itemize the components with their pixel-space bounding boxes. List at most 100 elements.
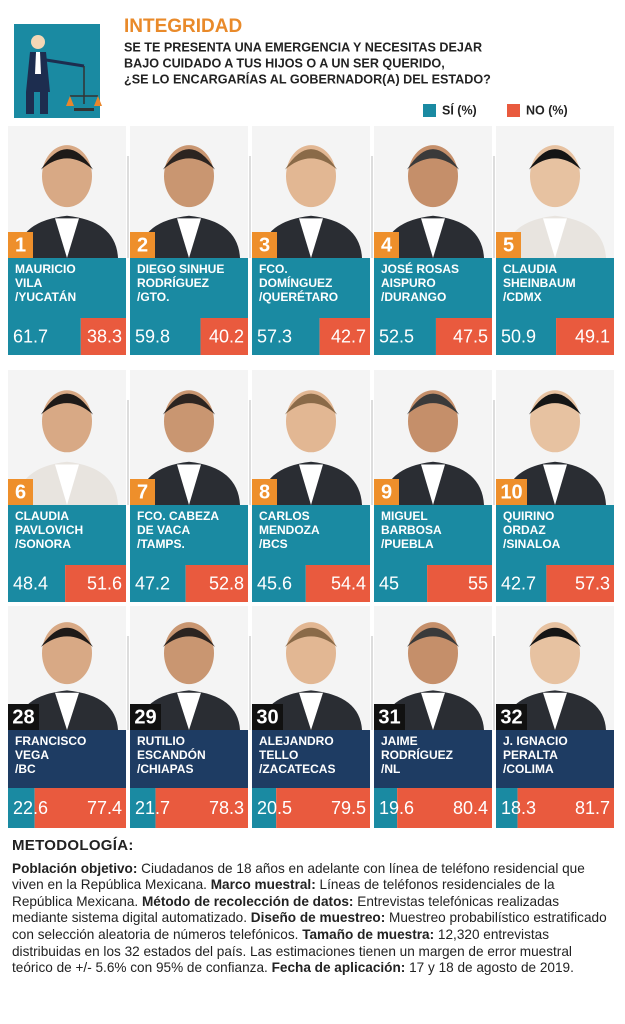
chart: INTEGRIDAD SE TE PRESENTA UNA EMERGENCIA… — [8, 16, 614, 828]
bar-yes — [496, 318, 557, 355]
rank: 29 — [134, 706, 156, 728]
subtitle-line: ¿SE LO ENCARGARÍAS AL GOBERNADOR(A) DEL … — [124, 71, 491, 86]
photo-head — [408, 390, 458, 453]
rank-box — [252, 479, 277, 505]
value-label-yes: 47.2 — [135, 573, 170, 593]
bar-no — [80, 318, 126, 355]
name-band — [8, 505, 126, 565]
candidate-name: PAVLOVICH — [15, 523, 83, 537]
candidate-state: /SONORA — [15, 537, 71, 551]
value-label-yes: 57.3 — [257, 326, 292, 346]
candidate-state: /CDMX — [503, 290, 542, 304]
methodology-sentence: 12,320 entrevistas distribuidas en los 3… — [12, 926, 572, 976]
value-label-yes: 18.3 — [501, 798, 536, 818]
candidate-name: SHEINBAUM — [503, 276, 576, 290]
photo-hair — [529, 627, 581, 647]
bar-no — [427, 565, 492, 602]
candidate-photo — [8, 126, 126, 258]
bar-no — [397, 788, 492, 828]
bar-yes — [8, 318, 81, 355]
methodology-heading: METODOLOGÍA: — [12, 837, 134, 854]
value-label-yes: 45.6 — [257, 573, 292, 593]
name-band — [496, 730, 614, 788]
value-label-yes: 21.7 — [135, 798, 170, 818]
candidate-name: J. IGNACIO — [503, 734, 568, 748]
legend-label: SÍ (%) — [442, 102, 477, 117]
candidate-state: /ZACATECAS — [259, 762, 335, 776]
value-label-no: 78.3 — [209, 798, 244, 818]
photo-shirt — [421, 464, 445, 505]
rank: 8 — [259, 481, 270, 503]
rank: 5 — [503, 234, 514, 256]
bar-no — [556, 318, 614, 355]
bar-yes — [130, 565, 186, 602]
candidate-name: ALEJANDRO — [259, 734, 334, 748]
photo-shirt — [543, 464, 567, 505]
name-band — [374, 730, 492, 788]
methodology-sentence: Entrevistas telefónicas realizadas media… — [12, 893, 559, 926]
photo-hair — [529, 393, 581, 415]
candidate-state: /SINALOA — [503, 537, 561, 551]
rank-box — [8, 704, 39, 730]
photo-shirt — [177, 692, 201, 730]
candidate-state: /NL — [381, 762, 400, 776]
rank: 9 — [381, 481, 392, 503]
value-label-no: 55 — [468, 573, 488, 593]
subtitle-line: BAJO CUIDADO A TUS HIJOS O A UN SER QUER… — [124, 56, 445, 70]
candidate-name: QUIRINO — [503, 509, 554, 523]
candidate-state: /CHIAPAS — [137, 762, 193, 776]
candidate-name: FCO. CABEZA — [137, 509, 219, 523]
rank: 6 — [15, 481, 26, 503]
photo-head — [530, 390, 580, 453]
candidate-name: ORDAZ — [503, 523, 546, 537]
methodology-label: Marco muestral: — [210, 877, 316, 893]
bar-yes — [374, 788, 398, 828]
photo-hair — [41, 149, 93, 170]
rank: 1 — [15, 234, 26, 256]
rank-box — [8, 232, 33, 258]
candidate-name: CLAUDIA — [503, 262, 557, 276]
candidate-photo — [496, 606, 614, 730]
candidate-photo — [252, 370, 370, 505]
subtitle-line: SE TE PRESENTA UNA EMERGENCIA Y NECESITA… — [124, 40, 482, 54]
bar-yes — [252, 788, 277, 828]
candidate-name: MENDOZA — [259, 523, 320, 537]
candidate-name: BARBOSA — [381, 523, 442, 537]
candidate-name: CARLOS — [259, 509, 310, 523]
value-label-no: 47.5 — [453, 326, 488, 346]
value-label-yes: 20.5 — [257, 798, 292, 818]
photo-shirt — [55, 692, 79, 730]
bar-no — [155, 788, 248, 828]
name-band — [496, 258, 614, 318]
value-label-no: 80.4 — [453, 798, 488, 818]
photo-hair — [163, 393, 215, 415]
photo-hair — [285, 393, 337, 415]
candidate-name: PERALTA — [503, 748, 558, 762]
photo-shirt — [543, 692, 567, 730]
rank: 31 — [378, 706, 400, 728]
photo-shirt — [421, 692, 445, 730]
bar-no — [305, 565, 370, 602]
candidate-state: /GTO. — [137, 290, 169, 304]
bar-no — [319, 318, 370, 355]
candidate-photo — [496, 370, 614, 505]
candidate-state: /BCS — [259, 537, 288, 551]
bar-yes — [130, 788, 156, 828]
methodology: METODOLOGÍA: Población objetivo: Ciudada… — [12, 837, 616, 977]
methodology-sentence: 17 y 18 de agosto de 2019. — [409, 960, 574, 976]
candidate-name: FCO. — [259, 262, 288, 276]
header-icon — [14, 24, 102, 118]
candidate-name: JOSÉ ROSAS — [381, 261, 459, 276]
photo-head — [42, 390, 92, 453]
photo-shirt — [299, 692, 323, 730]
photo-head — [164, 390, 214, 453]
value-label-no: 38.3 — [87, 326, 122, 346]
value-label-yes: 59.8 — [135, 326, 170, 346]
candidate-name: CLAUDIA — [15, 509, 69, 523]
candidate-name: DIEGO SINHUE — [137, 262, 224, 276]
candidate-state: /DURANGO — [381, 290, 446, 304]
legend-swatch — [507, 104, 520, 117]
rank-box — [496, 479, 527, 505]
methodology-label: Método de recolección de datos: — [141, 893, 354, 909]
bar-yes — [496, 565, 547, 602]
